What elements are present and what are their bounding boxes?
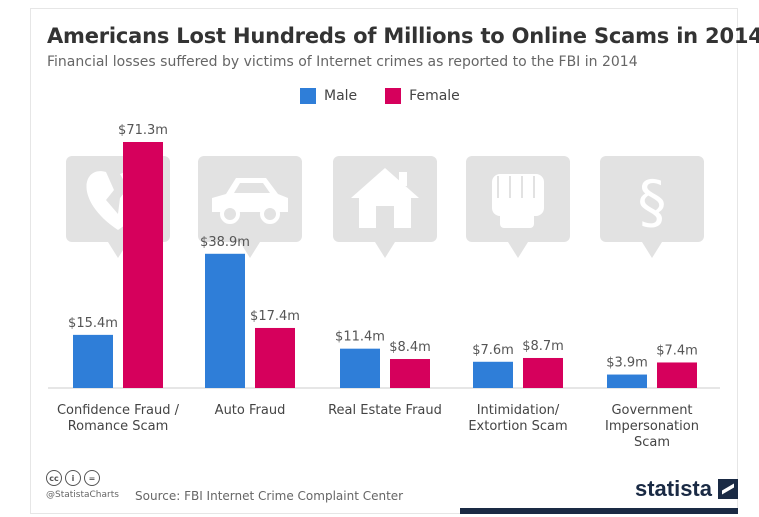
chart-title: Americans Lost Hundreds of Millions to O… (47, 24, 759, 48)
bar-female (255, 327, 295, 388)
cc-icons: cc i = (46, 470, 119, 486)
data-label: $8.7m (522, 339, 564, 354)
category-label: Extortion Scam (468, 419, 567, 434)
legend: Male Female (300, 88, 460, 104)
bar-female (657, 362, 697, 388)
category-label: Intimidation/ (477, 403, 560, 418)
legend-swatch-female (385, 88, 402, 104)
category-label: Scam (634, 435, 670, 450)
bar-male (473, 361, 513, 388)
car-icon (212, 178, 288, 224)
category-label: Government (611, 403, 692, 418)
statista-logo[interactable]: statista (635, 476, 738, 502)
license-block: cc i = @StatistaCharts (46, 470, 119, 500)
bar-female (123, 142, 163, 388)
bar-male (205, 253, 245, 388)
bar-male (607, 374, 647, 388)
category-label: Impersonation (605, 419, 699, 434)
nd-icon: = (84, 470, 100, 486)
fist-icon (492, 174, 544, 228)
legend-label-female: Female (409, 88, 460, 104)
data-label: $17.4m (250, 309, 300, 324)
category-label: Romance Scam (68, 419, 169, 434)
section-sign-icon: § (638, 168, 667, 236)
cc-icon: cc (46, 470, 62, 486)
by-icon: i (65, 470, 81, 486)
brand-name: statista (634, 476, 712, 501)
data-label: $7.4m (656, 343, 698, 358)
legend-label-male: Male (324, 88, 358, 104)
house-icon (351, 168, 419, 228)
data-label: $8.4m (389, 340, 431, 355)
brand-bar (460, 508, 738, 514)
source-note: Source: FBI Internet Crime Complaint Cen… (135, 489, 404, 503)
data-label: $15.4m (68, 316, 118, 331)
category-label: Auto Fraud (215, 403, 286, 418)
legend-swatch-male (300, 88, 316, 104)
bar-male (73, 334, 113, 388)
data-label: $11.4m (335, 330, 385, 345)
bar-female (523, 357, 563, 388)
data-label: $3.9m (606, 356, 648, 371)
category-label: Real Estate Fraud (328, 403, 442, 418)
bar-male (340, 348, 380, 388)
chart-subtitle: Financial losses suffered by victims of … (47, 54, 638, 70)
statista-mark-icon (718, 479, 738, 499)
legend-item-female[interactable]: Female (385, 88, 460, 104)
svg-text:§: § (638, 168, 667, 236)
category-label: Confidence Fraud / (57, 403, 180, 418)
data-label: $38.9m (200, 235, 250, 250)
twitter-handle: @StatistaCharts (46, 490, 119, 500)
data-label: $7.6m (472, 343, 514, 358)
bar-female (390, 359, 430, 388)
icon-bubble (600, 156, 704, 258)
legend-item-male[interactable]: Male (300, 88, 357, 104)
data-label: $71.3m (118, 123, 168, 138)
